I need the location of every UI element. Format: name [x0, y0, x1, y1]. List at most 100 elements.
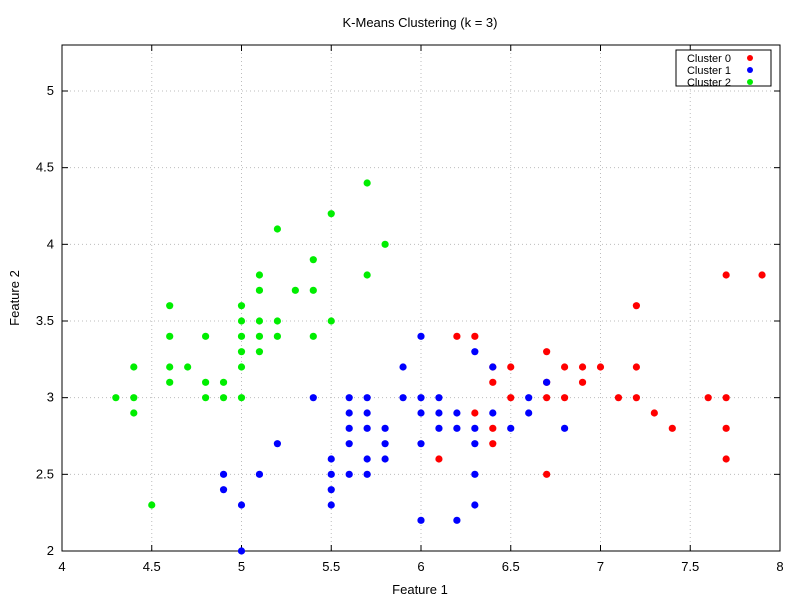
data-point-cluster-2 — [309, 286, 317, 294]
data-point-cluster-1 — [381, 455, 389, 463]
data-point-cluster-0 — [489, 440, 497, 448]
data-point-cluster-0 — [614, 394, 623, 402]
data-point-cluster-2 — [363, 179, 371, 187]
data-point-cluster-2 — [237, 332, 246, 340]
x-tick-label: 6 — [417, 559, 424, 574]
y-tick-label: 2 — [47, 543, 54, 558]
legend: Cluster 0 Cluster 1 Cluster 2 — [675, 49, 772, 89]
data-point-cluster-2 — [166, 378, 174, 386]
y-tick-label: 5 — [47, 83, 54, 98]
data-point-cluster-1 — [309, 394, 317, 402]
data-point-cluster-1 — [345, 440, 353, 448]
data-point-cluster-2 — [237, 348, 246, 356]
data-point-cluster-2 — [237, 317, 246, 325]
data-point-cluster-0 — [668, 424, 676, 432]
data-point-cluster-1 — [345, 409, 353, 417]
data-point-cluster-0 — [543, 348, 551, 356]
legend-label: Cluster 2 — [687, 77, 731, 89]
data-point-cluster-1 — [471, 348, 479, 356]
data-point-cluster-1 — [363, 394, 371, 402]
data-point-cluster-1 — [399, 394, 407, 402]
data-point-cluster-1 — [327, 501, 335, 509]
data-point-cluster-0 — [543, 394, 551, 402]
data-point-cluster-0 — [471, 332, 479, 340]
data-point-cluster-1 — [453, 516, 461, 524]
data-point-cluster-1 — [417, 394, 425, 402]
x-tick-label: 8 — [776, 559, 783, 574]
y-tick-label: 4.5 — [36, 160, 54, 175]
data-point-cluster-2 — [219, 394, 228, 402]
legend-marker — [747, 67, 753, 73]
x-tick-label: 5.5 — [322, 559, 340, 574]
legend-box — [675, 49, 772, 87]
data-point-cluster-2 — [202, 394, 210, 402]
data-point-cluster-1 — [435, 394, 443, 402]
legend-label: Cluster 0 — [687, 53, 731, 65]
y-tick-label: 2.5 — [36, 466, 54, 481]
data-point-cluster-1 — [471, 424, 479, 432]
data-point-cluster-0 — [722, 394, 730, 402]
data-point-cluster-2 — [112, 394, 120, 402]
data-point-cluster-2 — [202, 332, 210, 340]
data-point-cluster-0 — [489, 424, 497, 432]
data-point-cluster-2 — [130, 363, 138, 371]
data-point-cluster-0 — [722, 271, 730, 279]
data-point-cluster-0 — [507, 394, 515, 402]
data-point-cluster-2 — [237, 394, 246, 402]
data-point-cluster-2 — [273, 225, 281, 233]
data-point-cluster-2 — [381, 240, 389, 248]
x-tick-label: 7.5 — [681, 559, 699, 574]
legend-marker — [747, 55, 753, 61]
y-tick-label: 3 — [47, 390, 54, 405]
data-point-cluster-0 — [561, 394, 569, 402]
data-point-cluster-2 — [255, 348, 264, 356]
legend-entry-cluster-0: Cluster 0 — [687, 53, 753, 65]
data-point-cluster-0 — [578, 363, 587, 371]
data-point-cluster-1 — [489, 409, 497, 417]
data-point-cluster-1 — [237, 501, 246, 509]
data-point-cluster-2 — [255, 286, 264, 294]
x-tick-label: 7 — [597, 559, 604, 574]
data-point-cluster-0 — [578, 378, 587, 386]
data-point-cluster-1 — [417, 516, 425, 524]
data-point-cluster-2 — [363, 271, 371, 279]
data-point-cluster-0 — [632, 302, 641, 310]
legend-entry-cluster-2: Cluster 2 — [687, 77, 753, 89]
data-point-cluster-2 — [148, 501, 156, 509]
data-point-cluster-2 — [327, 317, 335, 325]
data-point-cluster-1 — [507, 424, 515, 432]
data-point-cluster-1 — [345, 394, 353, 402]
data-point-cluster-2 — [202, 378, 210, 386]
data-point-cluster-2 — [184, 363, 192, 371]
data-point-cluster-0 — [722, 455, 730, 463]
data-point-cluster-2 — [273, 317, 281, 325]
data-point-cluster-2 — [255, 332, 264, 340]
data-point-cluster-0 — [632, 363, 641, 371]
x-tick-label: 6.5 — [502, 559, 520, 574]
data-point-cluster-1 — [489, 363, 497, 371]
points-layer — [112, 179, 766, 555]
data-point-cluster-1 — [219, 470, 228, 478]
data-point-cluster-1 — [345, 470, 353, 478]
data-point-cluster-2 — [219, 378, 228, 386]
data-point-cluster-1 — [435, 409, 443, 417]
data-point-cluster-1 — [471, 501, 479, 509]
data-point-cluster-1 — [327, 486, 335, 494]
data-point-cluster-1 — [345, 424, 353, 432]
data-point-cluster-0 — [471, 409, 479, 417]
data-point-cluster-1 — [417, 409, 425, 417]
data-point-cluster-1 — [453, 409, 461, 417]
data-point-cluster-1 — [219, 486, 228, 494]
data-point-cluster-1 — [471, 440, 479, 448]
x-tick-label: 4 — [58, 559, 65, 574]
data-point-cluster-1 — [363, 470, 371, 478]
data-point-cluster-2 — [237, 363, 246, 371]
data-point-cluster-1 — [561, 424, 569, 432]
data-point-cluster-1 — [417, 332, 425, 340]
data-point-cluster-1 — [327, 455, 335, 463]
legend-entry-cluster-1: Cluster 1 — [687, 65, 753, 77]
data-point-cluster-2 — [309, 332, 317, 340]
x-tick-label: 5 — [238, 559, 245, 574]
data-point-cluster-2 — [309, 256, 317, 264]
